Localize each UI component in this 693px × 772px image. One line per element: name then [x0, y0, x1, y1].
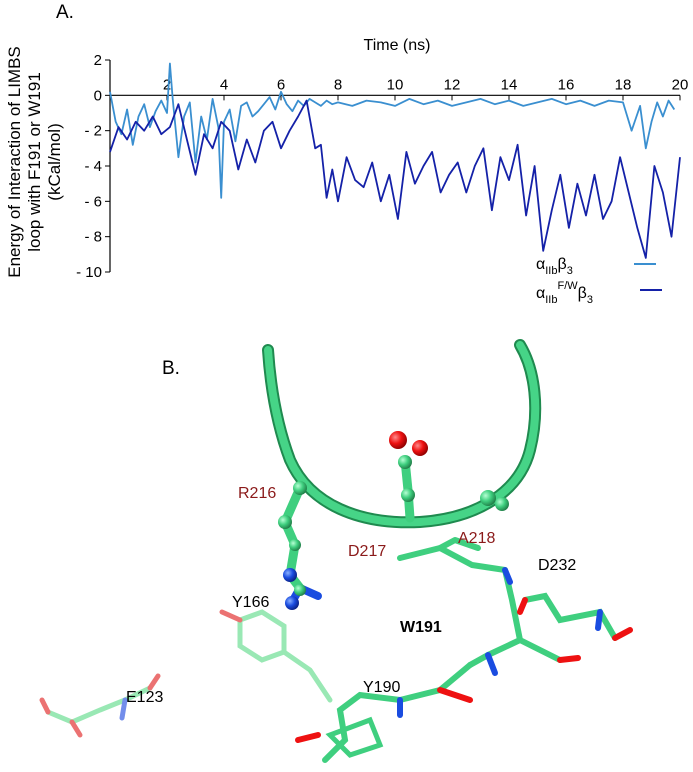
x-tick-label: 18 — [615, 76, 632, 93]
y166-sidechain — [219, 609, 333, 703]
x-tick-label: 4 — [220, 76, 228, 93]
legend-symbol: α — [536, 285, 545, 302]
legend-symbol-beta: β — [557, 256, 566, 273]
label-e123: E123 — [126, 689, 163, 706]
series-line-wt — [109, 62, 676, 199]
y-tick-label: - 2 — [84, 123, 102, 140]
molecular-structure: R216 D217 A218 D232 W191 Y166 Y190 E123 — [39, 339, 633, 763]
x-tick-label: 16 — [558, 76, 575, 93]
d232-sidechain — [517, 592, 633, 641]
y-tick-label: 2 — [94, 52, 102, 69]
y190-sidechain — [295, 662, 473, 763]
x-axis-label: Time (ns) — [364, 37, 431, 54]
energy-chart: Energy of Interaction of LIMBS loop with… — [5, 37, 688, 306]
panel-b-label: B. — [162, 358, 180, 379]
legend-subscript: IIb — [545, 294, 557, 306]
x-tick-label: 2 — [163, 76, 171, 93]
r216-sidechain — [278, 481, 322, 610]
x-tick-label: 10 — [387, 76, 404, 93]
label-w191: W191 — [400, 619, 442, 636]
y-tick-label: - 8 — [84, 229, 102, 246]
legend-subscript: IIb — [545, 265, 557, 277]
series-line-mut — [109, 99, 681, 259]
y-tick-label: - 10 — [76, 264, 102, 281]
y-axis-label: Energy of Interaction of LIMBS loop with… — [5, 46, 64, 278]
label-r216: R216 — [238, 485, 276, 502]
w191-sidechain — [397, 537, 581, 676]
d217-sidechain — [389, 431, 428, 523]
a218-sidechain — [480, 490, 509, 511]
x-tick-label: 12 — [444, 76, 461, 93]
y-tick-label: - 4 — [84, 158, 102, 175]
x-tick-label: 6 — [277, 76, 285, 93]
x-tick-label: 20 — [672, 76, 689, 93]
label-y190: Y190 — [363, 679, 400, 696]
legend-symbol-beta: β — [578, 285, 587, 302]
y-label-line-1: Energy of Interaction of LIMBS — [5, 46, 24, 278]
x-tick-label: 8 — [334, 76, 342, 93]
chart-axes: 20- 2- 4- 6- 8- 102 4 6 8 10 12 14 16 18 20 — [76, 52, 688, 281]
legend-superscript: F/W — [557, 280, 578, 292]
e123-sidechain — [39, 673, 161, 738]
y-tick-label: 0 — [94, 87, 102, 104]
y-tick-label: - 6 — [84, 193, 102, 210]
chart-series — [109, 62, 681, 259]
label-d232: D232 — [538, 557, 576, 574]
label-y166: Y166 — [232, 594, 269, 611]
label-d217: D217 — [348, 543, 386, 560]
x-tick-label: 14 — [501, 76, 518, 93]
legend: αIIbβ3 αIIbF/Wβ3 — [536, 256, 662, 306]
legend-label-wt: αIIbβ3 — [536, 256, 573, 277]
y-label-line-2: loop with F191 or W191 — [25, 72, 44, 252]
legend-subscript-beta: 3 — [567, 265, 573, 277]
panel-a-label: A. — [56, 2, 74, 23]
legend-label-mut: αIIbF/Wβ3 — [536, 280, 593, 306]
y-label-line-3: (kCal/mol) — [45, 123, 64, 200]
legend-subscript-beta: 3 — [587, 294, 593, 306]
label-a218: A218 — [458, 530, 495, 547]
legend-symbol: α — [536, 256, 545, 273]
limbs-loop-backbone — [262, 339, 542, 529]
